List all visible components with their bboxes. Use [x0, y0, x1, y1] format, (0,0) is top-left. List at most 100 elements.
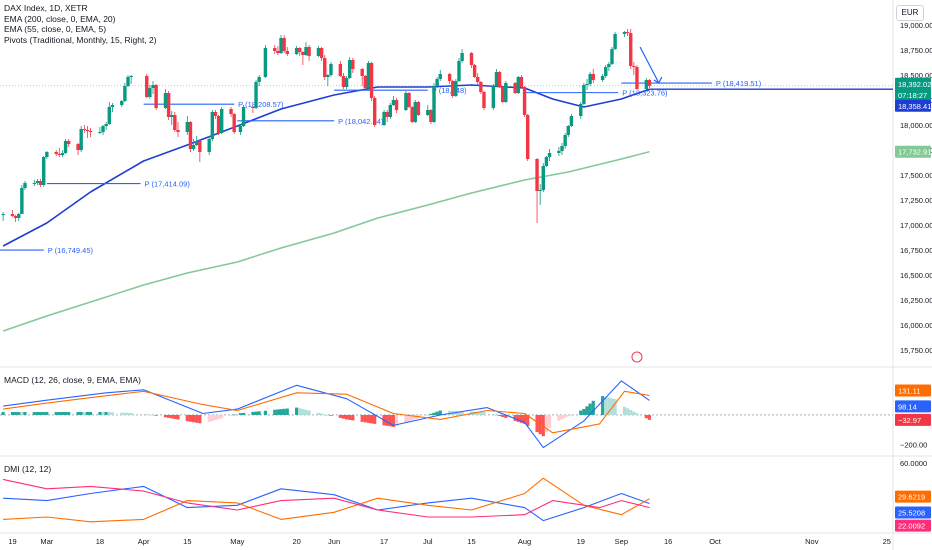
- pivot-label: P (18,348): [432, 86, 467, 95]
- candle-body: [213, 112, 218, 116]
- candle-body: [207, 139, 211, 152]
- pivot-label: P (16,749.45): [48, 246, 94, 255]
- candle-body: [457, 61, 461, 81]
- macd-histogram-bar: [369, 414, 374, 424]
- candle-body: [482, 92, 486, 108]
- macd-histogram-bar: [438, 410, 442, 415]
- candle-body: [338, 64, 343, 76]
- macd-histogram-bar: [348, 414, 352, 420]
- time-tick-label: 16: [664, 537, 672, 546]
- macd-histogram-bar: [185, 414, 189, 422]
- candle-body: [416, 102, 421, 115]
- macd-histogram-bar: [526, 414, 530, 426]
- macd-histogram-bar: [629, 410, 633, 415]
- currency-badge[interactable]: EUR: [896, 5, 924, 21]
- price-tick-label: 18,000.00: [900, 121, 932, 130]
- ema200-legend[interactable]: EMA (200, close, 0, EMA, 20): [4, 13, 116, 24]
- macd-histogram-bar: [188, 414, 193, 422]
- macd-histogram-bar: [63, 412, 68, 415]
- axis-tag-text: 18,358.41: [898, 102, 931, 111]
- price-tick-label: 16,750.00: [900, 246, 932, 255]
- candle-body: [647, 80, 652, 86]
- candle-body: [20, 188, 24, 214]
- macd-histogram-bar: [582, 409, 586, 415]
- macd-histogram-bar: [282, 408, 286, 415]
- candle-body: [535, 159, 539, 191]
- macd-histogram-bar: [635, 413, 639, 415]
- macd-histogram-bar: [251, 411, 255, 415]
- macd-histogram-bar: [210, 414, 214, 422]
- candle-body: [79, 129, 83, 150]
- axis-price-tag: 22.0092: [895, 519, 931, 532]
- macd-histogram-bar: [276, 409, 280, 415]
- candle-body: [504, 83, 508, 102]
- macd-histogram-bar: [254, 411, 258, 415]
- candle-body: [600, 76, 605, 80]
- macd-histogram-bar: [145, 414, 149, 415]
- macd-histogram-bar: [429, 413, 433, 415]
- candle-body: [88, 131, 93, 132]
- macd-histogram-bar: [476, 411, 480, 415]
- pivot-label: P (18,042.04): [338, 117, 384, 126]
- time-tick-label: 15: [467, 537, 475, 546]
- candle-body: [323, 58, 327, 77]
- candle-body: [316, 48, 321, 56]
- macd-histogram-bar: [610, 398, 614, 415]
- axis-tag-text: 18,392.02: [898, 80, 931, 89]
- candle-body: [57, 154, 62, 155]
- axis-price-tag: 18,358.41: [895, 99, 931, 112]
- ema55-legend[interactable]: EMA (55, close, 0, EMA, 5): [4, 24, 107, 34]
- candle-body: [304, 47, 308, 55]
- macd-histogram-bar: [263, 410, 268, 415]
- candle-body: [541, 166, 545, 190]
- macd-histogram-bar: [129, 413, 133, 415]
- ema200-line: [2, 150, 650, 332]
- candle-body: [273, 48, 277, 51]
- macd-legend[interactable]: MACD (12, 26, close, 9, EMA, EMA): [4, 375, 141, 385]
- candle-body: [382, 112, 386, 125]
- macd-line: [3, 380, 650, 449]
- macd-histogram-bar: [535, 414, 539, 433]
- pivots-legend[interactable]: Pivots (Traditional, Monthly, 15, Right,…: [4, 34, 157, 45]
- macd-histogram-bar: [60, 412, 65, 415]
- candle-body: [385, 112, 389, 117]
- macd-histogram-bar: [388, 414, 392, 427]
- candle-body: [460, 53, 464, 61]
- candle-body: [198, 141, 202, 152]
- axis-price-tag: 18,392.02: [895, 77, 931, 90]
- price-tick-label: 18,500.00: [900, 71, 932, 80]
- macd-histogram-bar: [351, 414, 355, 421]
- candle-body: [366, 63, 371, 88]
- candle-body: [251, 107, 255, 108]
- candle-body: [85, 130, 90, 131]
- candle-body: [170, 115, 174, 117]
- macd-histogram-bar: [516, 414, 520, 422]
- candle-body: [298, 48, 302, 52]
- macd-histogram-bar: [410, 414, 414, 421]
- candle-body: [82, 129, 87, 130]
- macd-histogram-bar: [88, 412, 93, 415]
- dmi-legend[interactable]: DMI (12, 12): [4, 464, 52, 474]
- macd-histogram-bar: [519, 414, 524, 423]
- arrow-head: [653, 76, 663, 84]
- time-tick-label: Jun: [328, 537, 340, 546]
- macd-histogram-bar: [494, 414, 499, 416]
- price-tick-label: 17,250.00: [900, 196, 932, 205]
- minus-di-line: [3, 477, 650, 523]
- macd-histogram-bar: [120, 412, 124, 415]
- macd-histogram-bar: [591, 400, 595, 415]
- candle-body: [1, 214, 5, 215]
- candle-body: [126, 77, 130, 86]
- macd-histogram-bar: [329, 414, 333, 416]
- macd-histogram-bar: [588, 403, 592, 415]
- macd-histogram-bar: [107, 412, 111, 415]
- macd-histogram-bar: [14, 412, 18, 415]
- symbol-title[interactable]: DAX Index, 1D, XETR: [4, 3, 88, 13]
- macd-histogram-bar: [213, 414, 218, 421]
- macd-histogram-bar: [176, 414, 180, 420]
- macd-histogram-bar: [344, 414, 349, 420]
- macd-histogram-bar: [497, 414, 502, 416]
- candle-body: [513, 83, 517, 93]
- macd-histogram-bar: [385, 414, 389, 426]
